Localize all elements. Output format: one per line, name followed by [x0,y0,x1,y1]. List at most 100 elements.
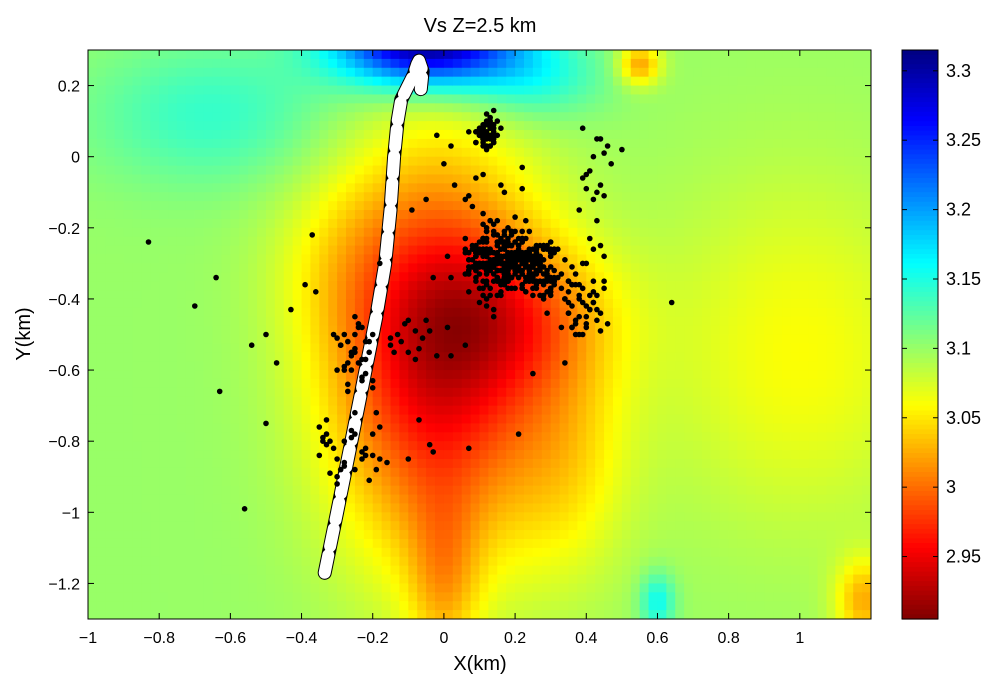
heatmap-cell [337,245,347,256]
heatmap-cell [150,512,160,522]
heatmap-cell [648,174,659,184]
heatmap-cell [657,156,667,167]
heatmap-cell [114,396,125,407]
heatmap-cell [452,556,463,567]
heatmap-cell [595,441,605,451]
heatmap-cell [399,530,409,540]
heatmap-cell [666,414,676,425]
heatmap-cell [470,94,481,104]
heatmap-cell [586,192,596,202]
heatmap-cell [123,58,134,69]
heatmap-cell [203,85,214,96]
heatmap-cell [746,503,756,513]
heatmap-cell [657,254,667,264]
heatmap-cell [541,138,552,149]
heatmap-cell [701,565,712,576]
heatmap-cell [666,512,676,522]
heatmap-cell [515,547,525,558]
heatmap-cell [515,147,525,158]
heatmap-cell [443,263,454,273]
heatmap-cell [381,467,392,478]
heatmap-cell [168,76,178,87]
heatmap-cell [657,476,667,487]
heatmap-cell [328,458,338,469]
heatmap-cell [248,325,258,336]
heatmap-cell [354,290,365,300]
heatmap-cell [515,76,525,87]
heatmap-cell [488,396,498,407]
heatmap-cell [257,387,267,398]
heatmap-cell [595,538,605,549]
heatmap-cell [559,50,570,60]
heatmap-cell [443,476,454,487]
heatmap-cell [114,450,125,460]
heatmap-cell [372,67,383,78]
heatmap-cell [372,245,383,256]
heatmap-cell [319,396,329,407]
heatmap-cell [586,343,596,353]
heatmap-cell [426,183,436,193]
heatmap-cell [274,245,285,256]
heatmap-cell [773,147,783,158]
heatmap-cell [737,103,748,113]
heatmap-cell [390,547,401,558]
heatmap-cell [354,58,365,69]
heatmap-cell [595,485,605,496]
heatmap-cell [346,156,356,167]
heatmap-cell [604,538,614,549]
heatmap-cell [150,210,160,220]
heatmap-cell [168,592,178,602]
heatmap-cell [337,183,347,193]
heatmap-cell [310,50,320,60]
heatmap-cell [239,467,249,478]
heatmap-cell [283,565,294,576]
heatmap-cell [755,174,765,184]
heatmap-cell [541,343,552,353]
heatmap-cell [337,174,347,184]
heatmap-cell [283,76,294,87]
heatmap-cell [559,512,570,522]
heatmap-cell [470,512,481,522]
heatmap-cell [470,85,481,96]
heatmap-cell [123,574,134,585]
heatmap-cell [737,76,748,87]
heatmap-cell [132,592,142,602]
heatmap-cell [586,423,596,433]
heatmap-cell [648,334,659,344]
heatmap-cell [301,112,312,122]
heatmap-cell [381,316,392,327]
heatmap-cell [301,325,312,336]
heatmap-cell [123,281,134,291]
heatmap-cell [150,236,160,247]
heatmap-cell [506,290,516,300]
heatmap-cell [292,387,303,398]
heatmap-cell [408,378,418,389]
heatmap-cell [159,494,169,505]
heatmap-cell [666,165,676,176]
heatmap-cell [435,263,445,273]
heatmap-cell [684,236,694,247]
heatmap-cell [595,583,605,593]
heatmap-cell [639,530,650,540]
heatmap-cell [586,352,596,362]
heatmap-cell [773,201,783,211]
heatmap-cell [755,103,765,113]
heatmap-cell [274,467,285,478]
heatmap-cell [310,583,320,593]
heatmap-cell [319,610,329,619]
heatmap-cell [212,583,223,593]
heatmap-cell [408,574,418,585]
heatmap-cell [684,441,694,451]
heatmap-cell [239,405,249,416]
heatmap-cell [764,423,774,433]
heatmap-cell [515,94,525,104]
heatmap-cell [132,67,142,78]
heatmap-cell [701,450,712,460]
heatmap-cell [604,50,614,60]
heatmap-cell [746,512,756,522]
heatmap-cell [675,583,685,593]
heatmap-cell [443,530,454,540]
heatmap-cell [470,565,481,576]
heatmap-cell [639,503,650,513]
heatmap-cell [728,130,739,140]
